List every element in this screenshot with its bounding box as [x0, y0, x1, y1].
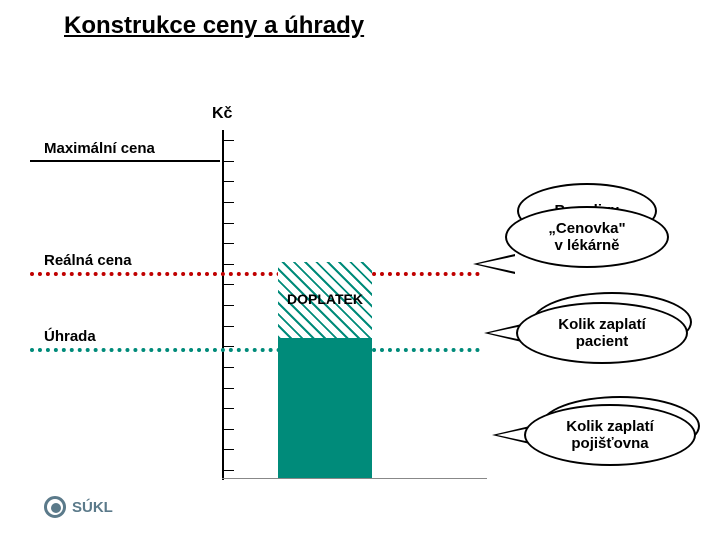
- y-tick: [222, 305, 234, 306]
- logo: SÚKL: [44, 496, 113, 518]
- y-tick: [222, 408, 234, 409]
- level-label-maximalni: Maximální cena: [44, 140, 155, 157]
- bubble-pacient: Kolik zaplatí pacient: [516, 302, 688, 364]
- y-tick: [222, 264, 234, 265]
- y-tick: [222, 284, 234, 285]
- y-tick: [222, 140, 234, 141]
- level-line-maximalni: [30, 160, 220, 162]
- y-tick: [222, 449, 234, 450]
- level-line-realna: [30, 272, 480, 276]
- bar-uhrada: [278, 338, 372, 478]
- y-tick: [222, 326, 234, 327]
- bubble-cenovka: „Cenovka" v lékárně: [505, 206, 669, 268]
- logo-text: SÚKL: [72, 499, 113, 516]
- y-tick: [222, 243, 234, 244]
- y-tick: [222, 223, 234, 224]
- y-tick: [222, 470, 234, 471]
- level-label-realna: Reálná cena: [44, 252, 132, 269]
- bubble-tail: [478, 256, 516, 272]
- bubble-pojistovna: Kolik zaplatí pojišťovna: [524, 404, 696, 466]
- bar-doplatek: [278, 262, 372, 338]
- y-tick: [222, 367, 234, 368]
- page-title: Konstrukce ceny a úhrady: [64, 12, 364, 40]
- y-tick: [222, 388, 234, 389]
- y-tick: [222, 181, 234, 182]
- slide-root: Konstrukce ceny a úhrady Kč Maximální ce…: [0, 0, 720, 540]
- level-label-uhrada: Úhrada: [44, 328, 96, 345]
- level-line-uhrada: [30, 348, 480, 352]
- x-axis: [222, 478, 487, 479]
- yaxis-label: Kč: [212, 105, 232, 123]
- y-tick: [222, 429, 234, 430]
- logo-icon: [44, 496, 66, 518]
- y-tick: [222, 161, 234, 162]
- y-tick: [222, 202, 234, 203]
